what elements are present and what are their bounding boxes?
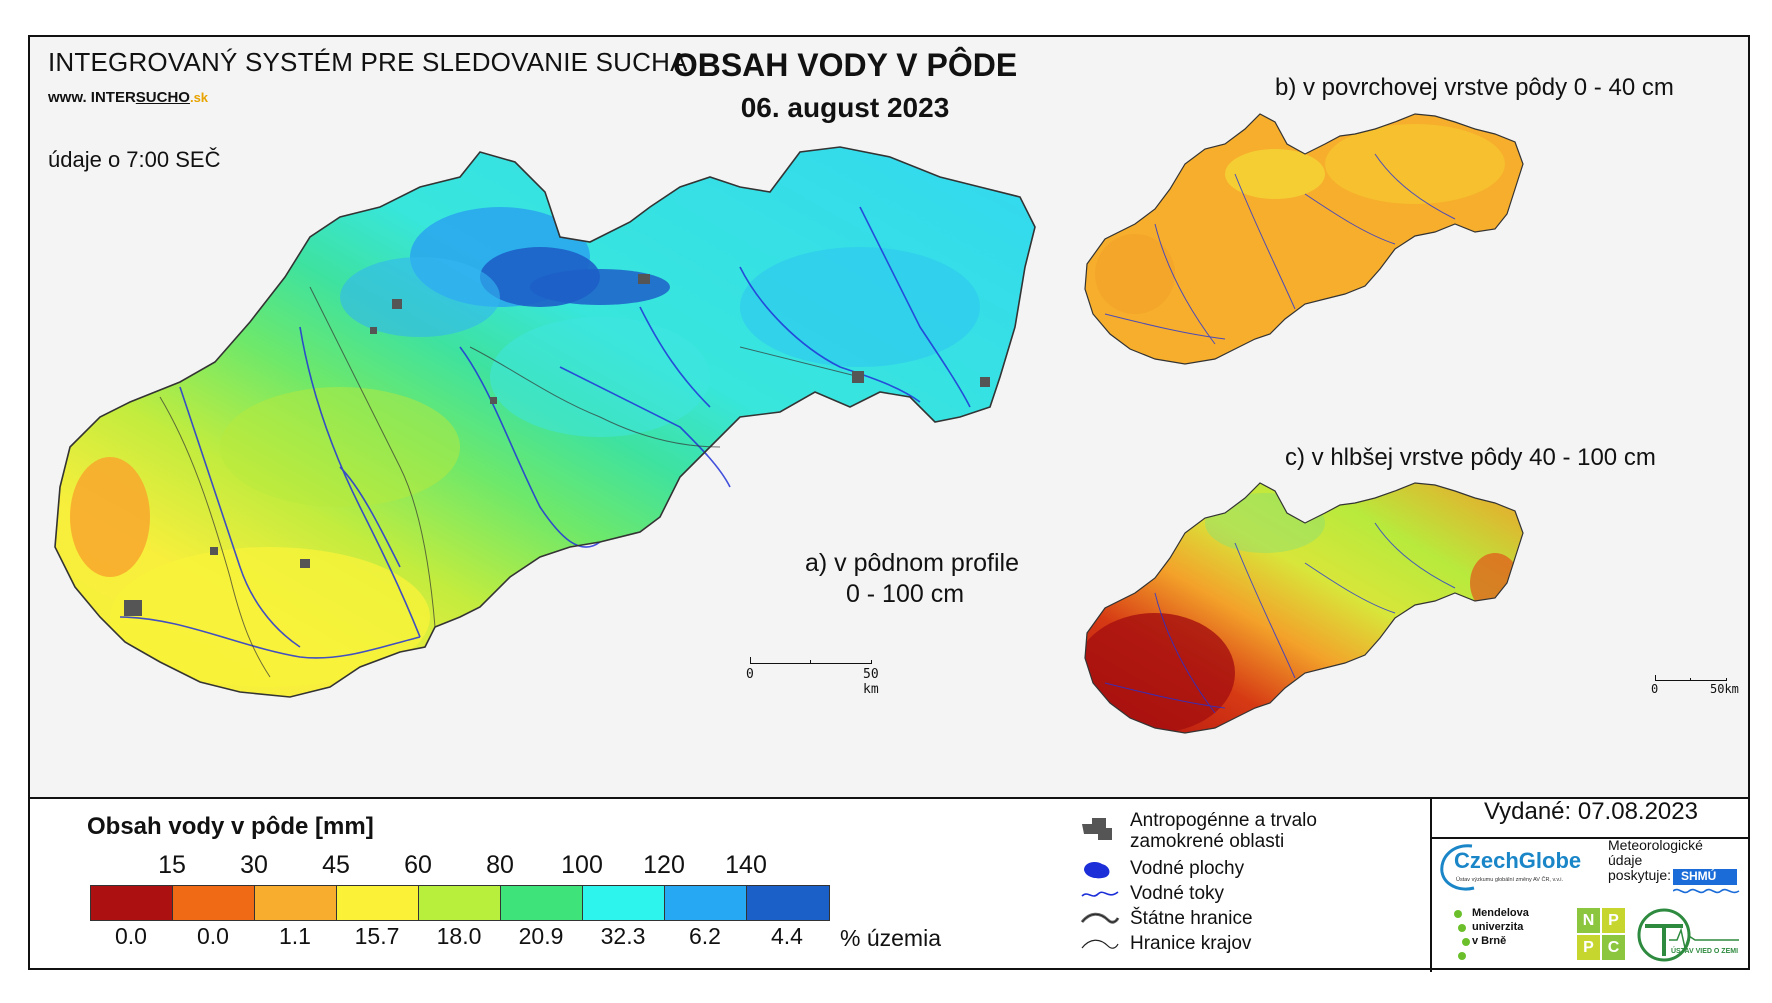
shmu-logo: SHMÚ (1673, 866, 1741, 896)
uvz-name: ÚSTAV VIED O ZEMI (1671, 948, 1739, 955)
legend-threshold: 45 (322, 851, 350, 879)
footer-vertical-divider (1430, 797, 1432, 972)
scale-main-km: 50 km (863, 667, 879, 697)
nppc-n: N (1577, 908, 1600, 933)
water-body-label: Vodné plochy (1130, 858, 1245, 879)
mendel-line-3: v Brně (1472, 935, 1507, 947)
state-border-label: Štátne hranice (1130, 908, 1253, 929)
legend-swatch (173, 886, 255, 920)
legend-percent: 15.7 (354, 923, 400, 949)
issued-divider (1430, 837, 1748, 839)
legend-colorbar (90, 885, 830, 921)
stream-icon (1081, 891, 1119, 897)
website-brand: SUCHO (135, 89, 190, 106)
legend-swatch (583, 886, 665, 920)
legend-percent: 32.3 (600, 923, 646, 949)
mendel-logo: Mendelova univerzita v Brně (1450, 906, 1560, 968)
legend-swatch (665, 886, 747, 920)
scale-main-zero: 0 (746, 667, 754, 682)
map-a-label: a) v pôdnom profile (805, 549, 1020, 577)
anthropogenic-icon (1082, 818, 1112, 840)
legend-title: Obsah vody v pôde [mm] (87, 813, 374, 840)
region-border-label: Hranice krajov (1130, 933, 1252, 954)
state-border-icon (1080, 912, 1120, 924)
meteo-line-3: poskytuje: (1608, 867, 1672, 883)
legend-threshold: 80 (486, 851, 514, 879)
mendel-text: Mendelova univerzita v Brně (1472, 906, 1529, 948)
map-a-soil-profile (54, 146, 1036, 698)
map-b-label: b) v povrchovej vrstve pôdy 0 - 40 cm (1275, 74, 1674, 101)
legend-swatch (419, 886, 501, 920)
nppc-p2: P (1577, 935, 1600, 960)
map-figure: INTEGROVANÝ SYSTÉM PRE SLEDOVANIE SUCHA … (28, 35, 1750, 972)
nppc-logo: N P P C (1577, 908, 1625, 960)
main-date: 06. august 2023 (740, 92, 950, 123)
legend-divider (30, 797, 1748, 799)
legend-threshold: 140 (725, 851, 767, 879)
legend-swatch (255, 886, 337, 920)
legend-percent: 20.9 (518, 923, 564, 949)
issued-date: Vydané: 07.08.2023 (1484, 798, 1698, 825)
nppc-p1: P (1602, 908, 1625, 933)
map-c-deep-layer (1084, 482, 1524, 734)
legend-percent: 6.2 (689, 923, 721, 949)
meteo-line-2: údaje (1608, 852, 1643, 868)
legend-percent: 0.0 (115, 923, 147, 949)
legend-swatch (747, 886, 829, 920)
mendel-line-1: Mendelova (1472, 907, 1529, 919)
map-a-depth: 0 - 100 cm (845, 580, 965, 608)
scale-small-zero: 0 (1651, 682, 1659, 696)
meteo-label: Meteorologické údaje poskytuje: (1608, 838, 1703, 883)
water-body-icon (1084, 862, 1110, 879)
czechglobe-logo: CzechGlobe Ústav výzkumu globální změny … (1438, 840, 1603, 898)
main-title: OBSAH VODY V PÔDE (672, 47, 1018, 83)
percent-label: % územia (840, 925, 941, 951)
data-time: údaje o 7:00 SEČ (48, 147, 221, 172)
uvz-logo: ÚSTAV VIED O ZEMI (1635, 906, 1747, 964)
mendel-line-2: univerzita (1472, 921, 1524, 933)
legend-swatch (501, 886, 583, 920)
legend-percent: 4.4 (771, 923, 803, 949)
website-suffix: .sk (189, 90, 209, 105)
system-title: INTEGROVANÝ SYSTÉM PRE SLEDOVANIE SUCHA (48, 47, 688, 77)
scale-small-km: 50km (1710, 682, 1739, 696)
legend-percent: 0.0 (197, 923, 229, 949)
czechglobe-name: CzechGlobe (1454, 848, 1582, 873)
legend-swatch (91, 886, 173, 920)
legend-panel: Obsah vody v pôde [mm] 15 30 45 60 80 100 120 1… (30, 798, 1748, 968)
anthropogenic-label-2: zamokrené oblasti (1130, 831, 1285, 852)
legend-threshold: 30 (240, 851, 268, 879)
legend-thresholds: 15 30 45 60 80 100 120 140 (90, 851, 850, 881)
legend-swatch (337, 886, 419, 920)
stream-label: Vodné toky (1130, 883, 1225, 904)
website-prefix: www. INTER (48, 89, 136, 106)
legend-percent: 1.1 (279, 923, 311, 949)
map-c-label: c) v hlbšej vrstve pôdy 40 - 100 cm (1285, 444, 1656, 471)
map-b-surface-layer (1084, 113, 1524, 365)
nppc-c: C (1602, 935, 1625, 960)
legend-threshold: 15 (158, 851, 186, 879)
meteo-line-1: Meteorologické (1608, 837, 1703, 853)
legend-threshold: 60 (404, 851, 432, 879)
shmu-name: SHMÚ (1681, 869, 1717, 883)
legend-threshold: 120 (643, 851, 685, 879)
legend-threshold: 100 (561, 851, 603, 879)
legend-percent: 18.0 (436, 923, 482, 949)
czechglobe-subtitle: Ústav výzkumu globální změny AV ČR, v.v.… (1456, 877, 1563, 883)
website-link[interactable]: www. INTERSUCHO.sk (48, 89, 208, 106)
anthropogenic-label-1: Antropogénne a trvalo (1130, 810, 1317, 831)
region-border-icon (1081, 939, 1119, 949)
